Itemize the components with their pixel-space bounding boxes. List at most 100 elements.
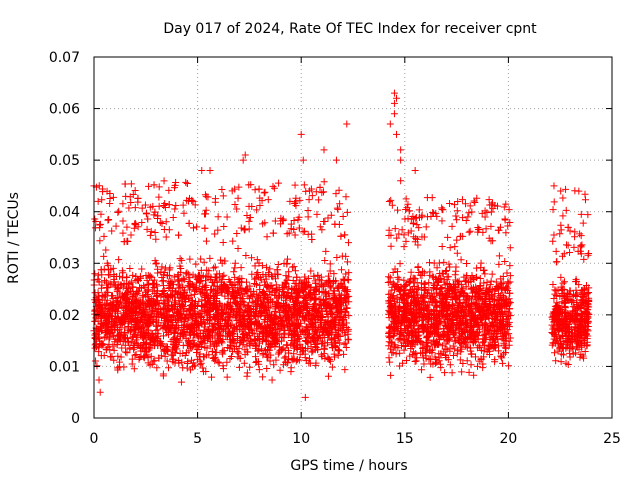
- data-point: [473, 293, 481, 301]
- data-point: [390, 343, 398, 351]
- data-point: [121, 293, 129, 301]
- data-point: [242, 251, 250, 259]
- data-point: [299, 304, 307, 312]
- data-point: [91, 224, 99, 232]
- data-point: [401, 282, 409, 290]
- data-point: [459, 214, 467, 222]
- data-point: [428, 320, 436, 328]
- data-point: [117, 353, 125, 361]
- data-point: [91, 289, 99, 297]
- data-point: [160, 312, 168, 320]
- data-point: [410, 233, 418, 241]
- data-point: [146, 231, 154, 239]
- data-point: [273, 294, 281, 302]
- data-point: [433, 264, 441, 272]
- data-point: [451, 201, 459, 209]
- data-point: [161, 352, 169, 360]
- data-point: [291, 331, 299, 339]
- data-point: [457, 348, 465, 356]
- data-point: [549, 281, 557, 289]
- data-point: [394, 324, 402, 332]
- data-point: [313, 210, 321, 218]
- data-point: [417, 338, 425, 346]
- data-point: [170, 184, 178, 192]
- data-point: [467, 307, 475, 315]
- data-point: [158, 263, 166, 271]
- data-point: [470, 323, 478, 331]
- data-point: [475, 325, 483, 333]
- data-point: [477, 312, 485, 320]
- data-point: [438, 342, 446, 350]
- data-point: [140, 300, 148, 308]
- data-point: [248, 298, 256, 306]
- data-point: [246, 363, 254, 371]
- data-point: [407, 322, 415, 330]
- data-point: [264, 321, 272, 329]
- data-point: [103, 324, 111, 332]
- data-point: [487, 208, 495, 216]
- data-point: [131, 186, 139, 194]
- data-point: [487, 331, 495, 339]
- data-point: [218, 186, 226, 194]
- data-point: [321, 218, 329, 226]
- data-point: [406, 352, 414, 360]
- data-point: [416, 337, 424, 345]
- data-point: [132, 272, 140, 280]
- data-point: [337, 325, 345, 333]
- data-point: [234, 194, 242, 202]
- data-point: [142, 312, 150, 320]
- data-point: [253, 206, 261, 214]
- data-point: [478, 296, 486, 304]
- data-point: [307, 343, 315, 351]
- data-point: [410, 289, 418, 297]
- data-point: [307, 293, 315, 301]
- data-point: [132, 322, 140, 330]
- data-point: [331, 353, 339, 361]
- data-point: [345, 336, 353, 344]
- data-point: [233, 229, 241, 237]
- data-point: [199, 364, 207, 372]
- data-point: [188, 281, 196, 289]
- data-point: [335, 290, 343, 298]
- data-point: [229, 336, 237, 344]
- data-point: [153, 322, 161, 330]
- data-point: [175, 231, 183, 239]
- data-point: [415, 206, 423, 214]
- data-point: [416, 309, 424, 317]
- data-point: [396, 304, 404, 312]
- data-point: [303, 334, 311, 342]
- data-point: [299, 313, 307, 321]
- data-point: [345, 312, 353, 320]
- data-point: [191, 287, 199, 295]
- data-point: [396, 362, 404, 370]
- data-point: [255, 259, 263, 267]
- data-point: [269, 182, 277, 190]
- data-point: [114, 209, 122, 217]
- data-point: [283, 260, 291, 268]
- data-point: [143, 339, 151, 347]
- data-point: [197, 276, 205, 284]
- data-point: [463, 260, 471, 268]
- data-point: [128, 360, 136, 368]
- data-point: [98, 196, 106, 204]
- data-point: [244, 302, 252, 310]
- data-point: [108, 353, 116, 361]
- data-point: [304, 326, 312, 334]
- data-point: [402, 325, 410, 333]
- data-point: [452, 212, 460, 220]
- data-point: [311, 337, 319, 345]
- data-point: [256, 339, 264, 347]
- data-point: [116, 363, 124, 371]
- data-point: [154, 326, 162, 334]
- data-point: [275, 348, 283, 356]
- data-point: [431, 359, 439, 367]
- data-point: [389, 314, 397, 322]
- data-point: [442, 301, 450, 309]
- data-point: [479, 228, 487, 236]
- data-point: [181, 288, 189, 296]
- data-point: [226, 355, 234, 363]
- data-point: [97, 320, 105, 328]
- data-point: [412, 349, 420, 357]
- data-point: [457, 289, 465, 297]
- data-point: [581, 190, 589, 198]
